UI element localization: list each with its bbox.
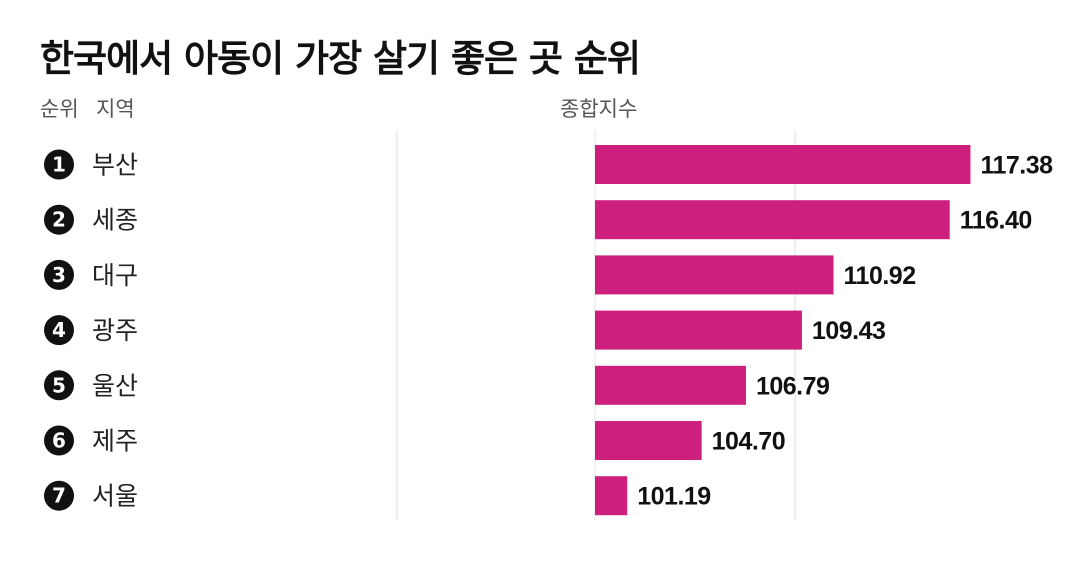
rank-badge [44,480,74,511]
value-label: 109.43 [812,317,885,345]
value-label: 104.70 [712,428,785,456]
bar [595,476,628,516]
chart-title: 한국에서 아동이 가장 살기 좋은 곳 순위 [40,37,641,80]
rank-number: 2 [52,208,66,232]
bar [595,145,971,184]
region-label: 부산 [92,151,138,180]
rank-badge [44,204,74,235]
rank-number: 1 [52,153,66,177]
rank-number: 3 [52,263,66,287]
region-label: 제주 [92,427,138,456]
rank-badge [44,315,74,346]
rank-number: 6 [52,429,66,453]
rank-badge [44,259,74,290]
bar [595,255,834,295]
index-column-header: 종합지수 [560,97,638,121]
value-label: 101.19 [637,483,710,511]
value-label: 110.92 [844,262,916,290]
value-label: 106.79 [756,372,829,400]
value-label: 116.40 [960,207,1032,235]
rank-number: 5 [52,373,66,397]
region-label: 대구 [92,261,138,290]
bar [595,365,746,405]
region-label: 울산 [92,371,138,400]
bar [595,200,950,240]
bar [595,310,802,350]
bar-rows: 1 부산 117.38 2 세종 116.40 3 대구 110.92 4 광주 109.43 5 울산 1… [44,145,1054,516]
rank-number: 7 [52,484,66,508]
region-label: 광주 [92,316,138,345]
value-label: 117.38 [980,152,1053,180]
rank-number: 4 [52,318,66,342]
region-column-header: 지역 [96,97,135,121]
rank-badge [44,370,74,401]
rank-column-header: 순위 [40,97,79,121]
region-label: 서울 [92,482,138,511]
rank-badge [44,425,74,456]
region-label: 세종 [92,206,138,235]
rank-badge [44,149,74,180]
bar [595,421,702,460]
